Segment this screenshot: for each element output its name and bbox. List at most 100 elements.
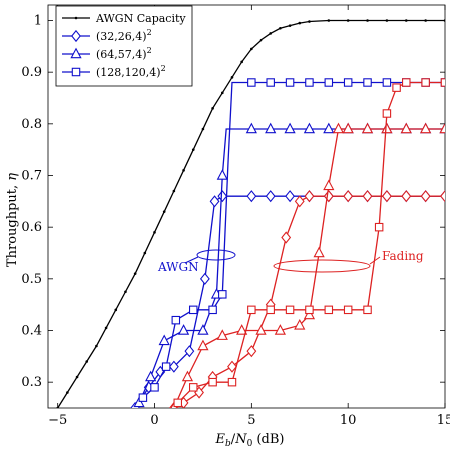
data-point: [208, 377, 217, 387]
y-tick-label: 0.4: [21, 324, 42, 339]
series-layer: [56, 19, 445, 408]
data-point: [227, 360, 237, 373]
data-point: [343, 190, 354, 203]
y-tick-label: 0.3: [21, 375, 42, 390]
data-point: [265, 122, 277, 134]
data-point: [95, 344, 98, 348]
y-tick-label: 0.9: [21, 65, 42, 80]
data-point: [424, 19, 427, 22]
data-point: [404, 19, 408, 22]
data-point: [218, 290, 227, 299]
data-point: [400, 122, 412, 134]
data-point: [145, 370, 157, 382]
y-tick-label: 0.8: [21, 117, 42, 132]
data-point: [440, 78, 445, 87]
data-point: [421, 78, 430, 87]
data-point: [209, 195, 220, 208]
data-point: [382, 78, 392, 87]
awgn-ellipse: [196, 249, 236, 261]
data-point: [266, 78, 275, 87]
plot-frame: [47, 4, 446, 409]
fading-annotation: Fading: [382, 249, 424, 263]
data-point: [173, 398, 183, 408]
data-point: [216, 169, 228, 180]
awgn-pointer: [184, 256, 199, 264]
data-point: [294, 318, 306, 330]
data-point: [402, 78, 411, 87]
data-point: [305, 78, 314, 87]
legend-marker: [74, 16, 78, 20]
data-point: [201, 127, 205, 131]
data-point: [220, 91, 224, 95]
data-point: [266, 305, 275, 315]
data-point: [401, 190, 412, 203]
data-point: [420, 122, 432, 134]
annotation-layer: AWGN Fading: [157, 249, 424, 274]
data-point: [381, 190, 392, 203]
data-point: [313, 246, 325, 258]
legend: AWGN Capacity (32,26,4)2 (64,57,4)2 (128,12…: [55, 5, 193, 87]
data-point: [285, 305, 295, 315]
series-0: [56, 19, 445, 408]
series-5: [170, 122, 445, 408]
data-point: [247, 305, 256, 315]
data-point: [284, 122, 296, 134]
x-tick-label: 0: [150, 413, 158, 428]
y-tick-label: 0.5: [21, 272, 42, 287]
data-point: [305, 305, 314, 315]
data-point: [324, 78, 334, 87]
data-point: [343, 305, 353, 315]
data-point: [161, 362, 171, 371]
data-point: [285, 78, 295, 87]
data-point: [247, 78, 256, 87]
series-6: [173, 78, 445, 408]
data-point: [66, 391, 69, 394]
data-point: [308, 20, 311, 23]
y-tick-label: 1: [34, 14, 42, 29]
data-point: [143, 251, 147, 255]
data-point: [250, 47, 253, 51]
data-point: [138, 393, 148, 402]
data-point: [199, 272, 210, 285]
data-point: [184, 345, 195, 358]
data-point: [150, 383, 159, 392]
data-point: [133, 396, 145, 408]
y-tick-label: 0.6: [21, 220, 42, 235]
legend-label: AWGN Capacity: [95, 12, 186, 25]
data-point: [188, 383, 198, 392]
data-point: [246, 345, 257, 358]
data-point: [294, 195, 305, 208]
data-point: [385, 19, 389, 22]
awgn-annotation: AWGN: [157, 260, 199, 274]
data-point: [172, 189, 176, 193]
data-point: [440, 190, 445, 203]
data-point: [197, 324, 209, 335]
data-point: [362, 190, 373, 203]
data-point: [361, 122, 374, 134]
data-point: [85, 360, 89, 363]
y-tick-label: 0.7: [21, 169, 42, 184]
data-point: [324, 305, 334, 315]
data-point: [177, 324, 190, 335]
legend-label: (64,57,4)2: [96, 46, 152, 61]
data-point: [332, 122, 345, 134]
data-point: [133, 272, 137, 275]
fading-pointer: [369, 256, 381, 265]
legend-label: (32,26,4)2: [96, 28, 152, 43]
data-point: [197, 339, 209, 351]
data-point: [303, 122, 316, 134]
data-point: [211, 107, 214, 110]
data-point: [236, 324, 248, 335]
data-point: [382, 109, 392, 118]
data-point: [346, 19, 350, 22]
data-point: [75, 375, 79, 379]
ticks-layer: −5 0 5 10 15 0.3 0.4 0.5 0.6 0.7 0.8 0.9 1: [21, 5, 450, 428]
data-point: [162, 210, 166, 213]
data-point: [281, 231, 292, 244]
data-point: [374, 222, 384, 232]
x-tick-label: −5: [48, 413, 67, 428]
legend-items: AWGN Capacity (32,26,4)2 (64,57,4)2 (128,12…: [62, 12, 186, 79]
data-point: [246, 190, 257, 203]
data-point: [171, 315, 181, 325]
